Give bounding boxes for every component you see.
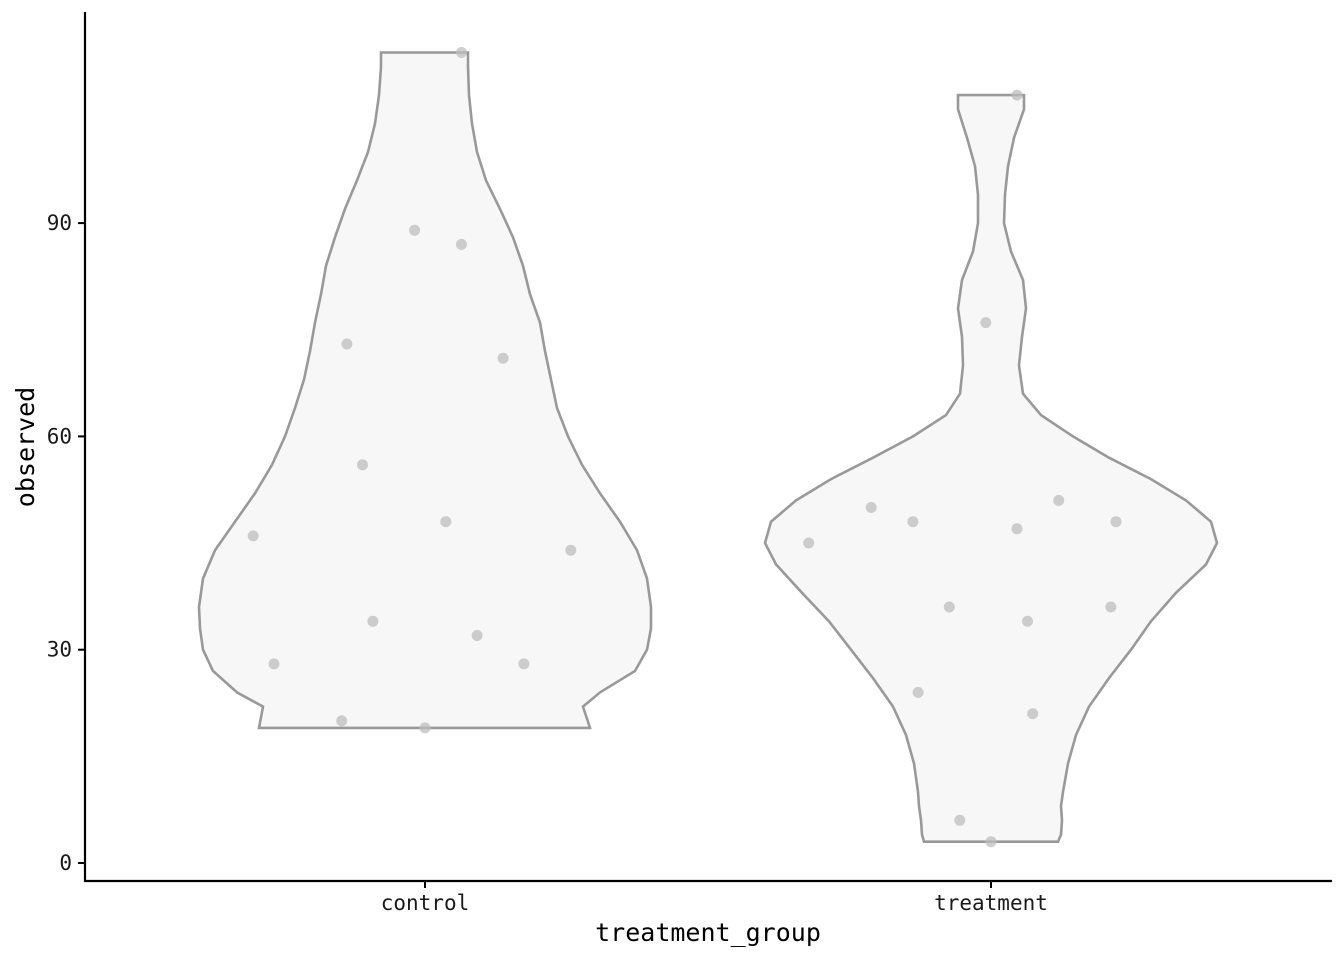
violin-control bbox=[197, 51, 653, 730]
y-tick-label-90: 90 bbox=[47, 211, 72, 235]
data-point-treatment-8 bbox=[1011, 89, 1023, 101]
data-point-control-11 bbox=[471, 630, 483, 641]
x-tick-label-treatment: treatment bbox=[934, 891, 1048, 915]
x-tick-label-control: control bbox=[381, 891, 470, 915]
data-point-control-13 bbox=[518, 658, 530, 670]
data-point-treatment-5 bbox=[954, 814, 966, 826]
data-point-control-0 bbox=[247, 530, 259, 542]
data-point-treatment-0 bbox=[803, 537, 815, 549]
y-axis-ticks: 0 30 60 90 bbox=[47, 211, 85, 875]
data-point-treatment-6 bbox=[980, 317, 992, 329]
points-layer bbox=[247, 47, 1122, 848]
data-point-treatment-14 bbox=[1110, 516, 1122, 528]
data-point-treatment-11 bbox=[1027, 708, 1039, 720]
data-point-control-4 bbox=[357, 459, 368, 471]
data-point-control-3 bbox=[336, 715, 348, 727]
data-point-control-7 bbox=[419, 722, 431, 734]
y-axis-title: observed bbox=[11, 387, 40, 507]
data-point-control-9 bbox=[456, 47, 467, 58]
violin-treatment bbox=[763, 93, 1219, 843]
data-point-control-8 bbox=[440, 516, 452, 528]
data-point-treatment-12 bbox=[1053, 494, 1065, 506]
data-point-control-10 bbox=[456, 238, 467, 250]
data-point-control-14 bbox=[565, 544, 577, 556]
y-tick-label-60: 60 bbox=[47, 424, 72, 448]
data-point-treatment-13 bbox=[1105, 601, 1117, 613]
data-point-treatment-1 bbox=[865, 502, 877, 513]
data-point-control-12 bbox=[497, 352, 509, 364]
data-point-control-2 bbox=[341, 338, 353, 350]
data-point-treatment-10 bbox=[1022, 615, 1033, 627]
y-tick-label-30: 30 bbox=[47, 638, 72, 662]
y-tick-label-0: 0 bbox=[59, 851, 72, 875]
x-axis-title: treatment_group bbox=[595, 918, 821, 947]
data-point-treatment-4 bbox=[943, 601, 955, 613]
violin-layer bbox=[197, 51, 1219, 843]
data-point-treatment-7 bbox=[985, 836, 997, 848]
data-point-treatment-9 bbox=[1011, 523, 1023, 535]
data-point-treatment-2 bbox=[907, 516, 919, 528]
data-point-treatment-3 bbox=[912, 686, 924, 698]
x-axis-ticks: control treatment bbox=[381, 881, 1048, 915]
data-point-control-6 bbox=[409, 224, 421, 236]
data-point-control-1 bbox=[268, 658, 280, 670]
data-point-control-5 bbox=[367, 615, 379, 627]
